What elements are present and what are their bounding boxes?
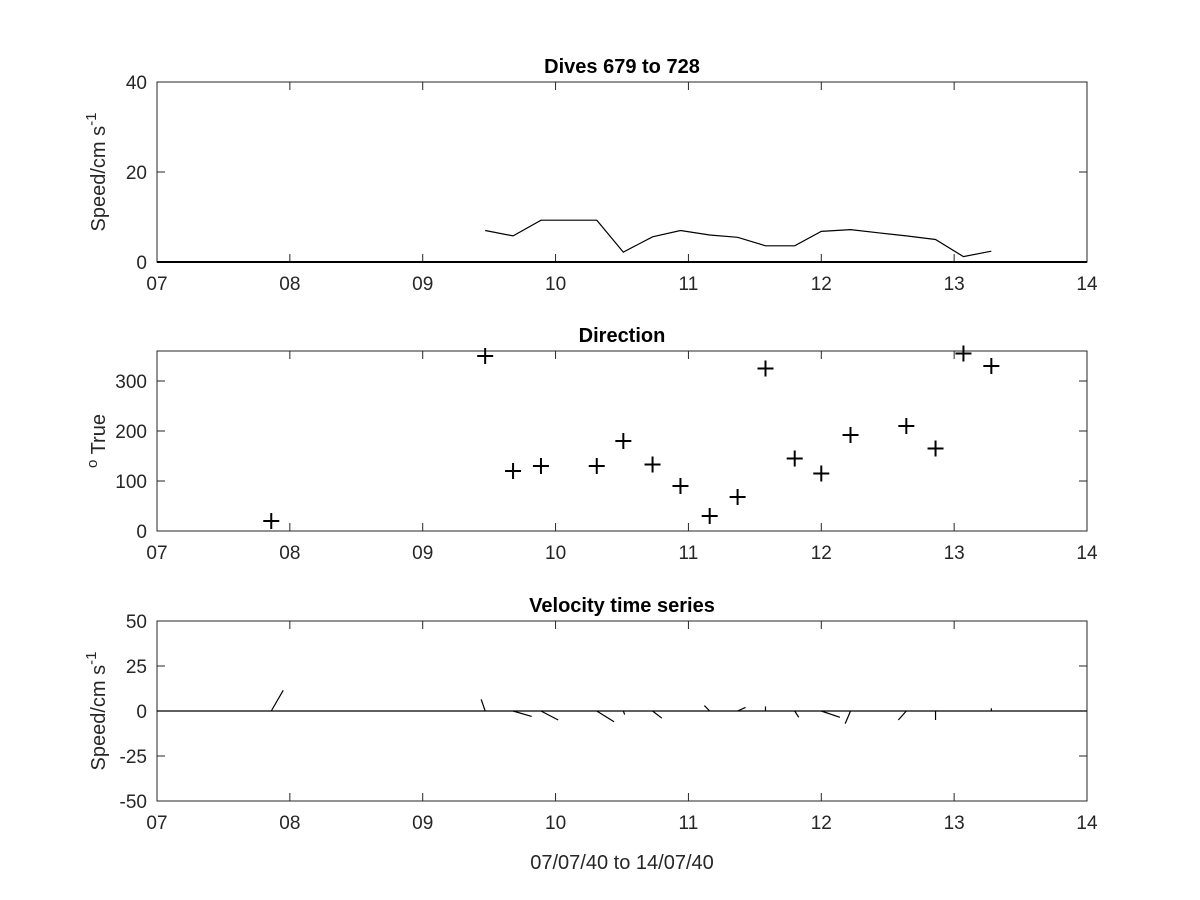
velocity-stick: [897, 710, 907, 721]
x-tick-label: 10: [545, 813, 566, 834]
x-tick-label: 11: [679, 813, 699, 834]
y-tick-label: 300: [115, 372, 147, 393]
speed-plot-area: [156, 81, 1088, 263]
y-tick-label: 40: [126, 73, 147, 94]
direction-point: [842, 427, 859, 443]
direction-point: [532, 458, 549, 474]
y-tick-label: 0: [136, 702, 147, 723]
velocity-axes: Velocity time series 07 08 09 10 11 12 13 14 -50 -…: [83, 595, 1098, 874]
x-tick-label: 14: [1076, 274, 1098, 295]
velocity-stick: [737, 706, 746, 712]
y-tick-label: 20: [126, 163, 147, 184]
y-tick-label: 0: [136, 253, 147, 274]
velocity-stick: [821, 710, 841, 718]
x-tick-label: 14: [1076, 543, 1098, 564]
x-tick-label: 12: [811, 813, 832, 834]
direction-point: [644, 456, 661, 473]
y-label-text: Speed/cm s: [88, 665, 110, 771]
velocity-x-label: 07/07/40 to 14/07/40: [530, 852, 714, 874]
direction-point: [615, 433, 632, 449]
direction-point: [588, 458, 605, 474]
speed-title: Dives 679 to 728: [544, 56, 700, 78]
x-tick-label: 08: [279, 813, 300, 834]
y-tick-label: 100: [115, 472, 147, 493]
direction-point: [701, 508, 718, 524]
x-tick-label: 08: [279, 274, 300, 295]
velocity-y-label: Speed/cm s-1: [83, 652, 110, 771]
velocity-stick: [540, 710, 559, 721]
direction-point: [927, 440, 944, 457]
direction-title: Direction: [579, 325, 666, 347]
direction-point: [983, 358, 1000, 374]
x-tick-label: 09: [412, 274, 433, 295]
x-tick-label: 13: [944, 813, 965, 834]
velocity-stick: [652, 710, 663, 719]
x-tick-label: 10: [545, 543, 566, 564]
direction-point: [477, 348, 494, 364]
velocity-stick: [512, 710, 532, 717]
direction-point: [813, 465, 830, 482]
direction-point: [898, 418, 915, 434]
x-tick-label: 08: [279, 543, 300, 564]
x-tick-label: 13: [944, 274, 965, 295]
x-tick-label: 11: [679, 543, 699, 564]
direction-point: [263, 513, 280, 529]
y-tick-label: 0: [136, 522, 147, 543]
velocity-title: Velocity time series: [529, 595, 715, 617]
y-label-prefix: o: [84, 460, 101, 468]
velocity-stick: [480, 699, 486, 712]
y-tick-label: 25: [126, 657, 147, 678]
velocity-stick: [844, 710, 852, 724]
direction-point: [729, 489, 746, 505]
x-tick-label: 14: [1076, 813, 1098, 834]
y-label-superscript: -1: [83, 652, 100, 665]
velocity-stick: [794, 710, 800, 718]
velocity-stick: [703, 705, 711, 712]
x-tick-label: 09: [412, 813, 433, 834]
y-tick-label: -25: [120, 747, 147, 768]
y-tick-label: -50: [120, 792, 147, 813]
velocity-stick: [596, 710, 615, 723]
y-label-text: Speed/cm s: [88, 126, 110, 232]
y-label-text: True: [88, 414, 110, 454]
x-tick-label: 12: [811, 274, 832, 295]
velocity-stick: [270, 689, 284, 712]
x-tick-label: 10: [545, 274, 566, 295]
y-tick-label: 50: [126, 612, 147, 633]
speed-line: [485, 219, 992, 258]
direction-point: [955, 345, 972, 362]
speed-axes: Dives 679 to 728 07 08 09 10 11 12 13 14 0 20 40 Spe…: [83, 56, 1098, 295]
y-tick-label: 200: [115, 422, 147, 443]
x-tick-label: 11: [679, 274, 699, 295]
x-tick-label: 09: [412, 543, 433, 564]
x-tick-label: 07: [146, 274, 167, 295]
x-tick-label: 07: [146, 543, 167, 564]
x-tick-label: 07: [146, 813, 167, 834]
speed-y-label: Speed/cm s-1: [83, 113, 110, 232]
direction-y-label: o True: [84, 414, 110, 468]
direction-point: [786, 450, 803, 467]
y-label-superscript: -1: [83, 113, 100, 126]
direction-point: [505, 463, 522, 479]
velocity-stick: [622, 710, 626, 715]
x-tick-label: 13: [944, 543, 965, 564]
direction-point: [757, 360, 774, 377]
direction-point: [672, 478, 689, 494]
x-tick-label: 12: [811, 543, 832, 564]
